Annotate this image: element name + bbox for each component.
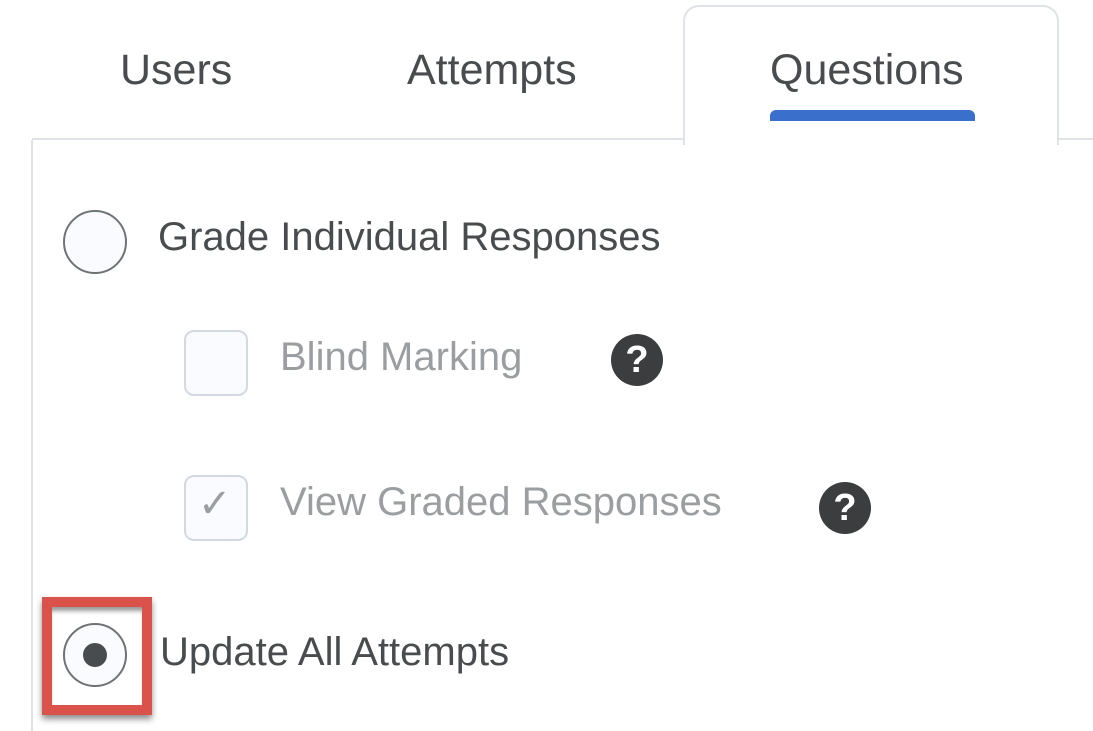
tab-users[interactable]: Users: [120, 46, 233, 94]
tab-questions[interactable]: Questions: [770, 46, 964, 94]
checkmark-icon: ✓: [198, 482, 232, 526]
tab-attempts[interactable]: Attempts: [407, 46, 577, 94]
view-graded-label: View Graded Responses: [280, 480, 722, 524]
highlight-box: [42, 597, 152, 715]
blind-marking-checkbox[interactable]: [184, 330, 248, 396]
question-circle-icon[interactable]: ?: [819, 482, 871, 534]
question-circle-icon[interactable]: ?: [611, 334, 663, 386]
active-tab-indicator: [770, 110, 975, 121]
radio-selected-dot: [83, 643, 107, 667]
update-all-radio[interactable]: [63, 623, 127, 687]
update-all-label: Update All Attempts: [160, 630, 510, 674]
tab-bar-divider: [1058, 138, 1093, 140]
tab-questions-box: [683, 5, 1059, 145]
tab-bar-divider: [32, 138, 684, 140]
grade-individual-label: Grade Individual Responses: [158, 215, 661, 259]
view-graded-checkbox[interactable]: ✓: [184, 475, 248, 541]
grade-individual-radio[interactable]: [63, 210, 127, 274]
panel-left-border: [31, 140, 33, 731]
blind-marking-label: Blind Marking: [280, 335, 523, 379]
